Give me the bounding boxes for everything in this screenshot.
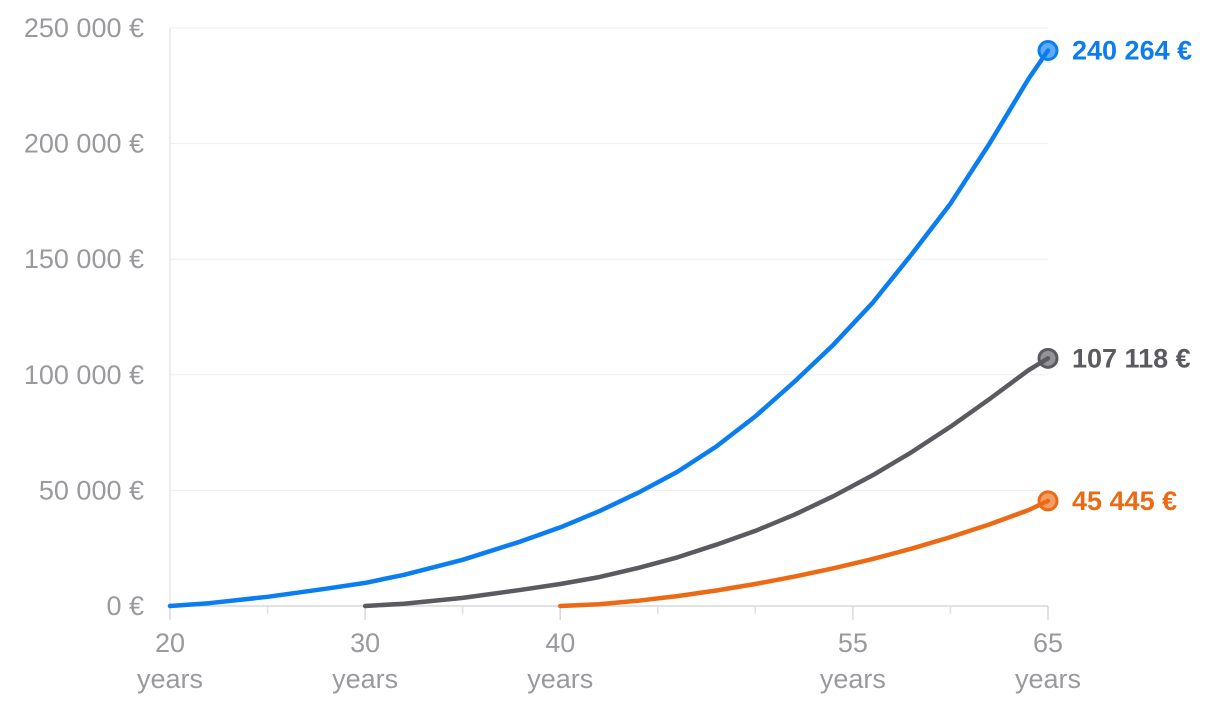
grid-lines: [169, 27, 1048, 607]
series-line: [362, 356, 1051, 609]
y-tick-label: 200 000 €: [24, 129, 144, 159]
end-value-label: 107 118 €: [1072, 343, 1191, 373]
x-tick-label: 30: [350, 628, 380, 658]
y-tick-label: 250 000 €: [24, 13, 144, 43]
x-tick-unit: years: [1015, 664, 1081, 694]
end-point-marker: [1037, 490, 1059, 512]
y-tick-label: 0 €: [106, 591, 144, 621]
x-tick-label: 55: [838, 628, 868, 658]
end-markers: 240 264 € 107 118 € 45 445 €: [1037, 36, 1192, 516]
y-tick-label: 50 000 €: [39, 475, 144, 505]
series-line: [557, 498, 1051, 609]
y-axis: 0 € 50 000 € 100 000 € 150 000 € 200 000 € 25…: [24, 13, 144, 621]
y-tick-label: 150 000 €: [24, 244, 144, 274]
x-tick-unit: years: [332, 664, 398, 694]
x-tick-unit: years: [137, 664, 203, 694]
x-tick-label: 40: [545, 628, 575, 658]
x-axis: 20 years 30 years 40 years 55 years 65 years: [137, 606, 1081, 694]
x-tick-unit: years: [820, 664, 886, 694]
end-value-label: 240 264 €: [1072, 36, 1192, 66]
end-point-marker: [1037, 347, 1059, 369]
series-lines: [167, 48, 1051, 609]
end-point-marker: [1037, 40, 1059, 62]
x-tick-label: 20: [155, 628, 185, 658]
end-value-label: 45 445 €: [1072, 486, 1177, 516]
y-tick-label: 100 000 €: [24, 360, 144, 390]
series-line: [167, 48, 1051, 609]
x-tick-label: 65: [1033, 628, 1063, 658]
x-tick-unit: years: [527, 664, 593, 694]
